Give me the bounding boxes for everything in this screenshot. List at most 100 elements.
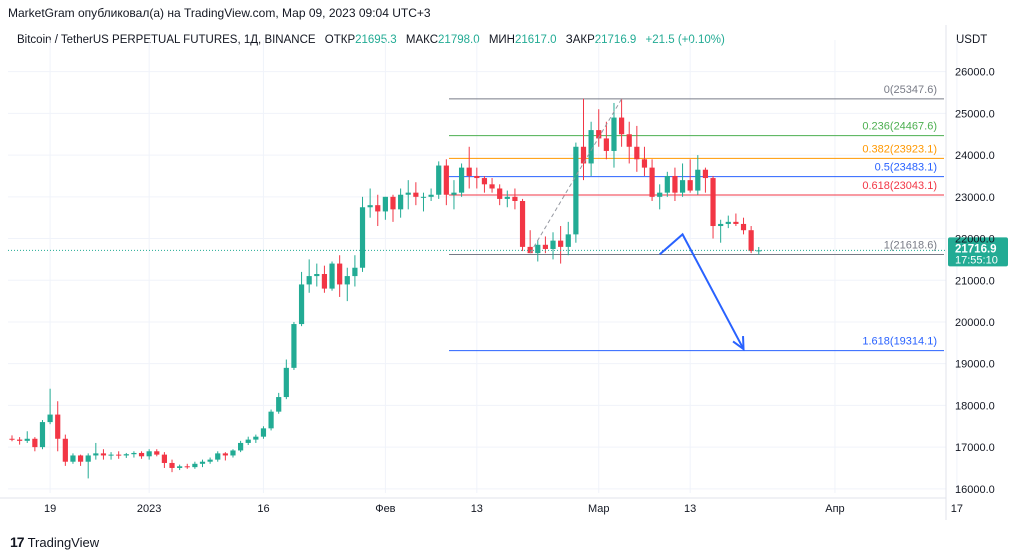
fib-level-label: 1.618(19314.1)	[862, 336, 937, 348]
close-value: 21716.9	[594, 34, 637, 46]
candle-body	[314, 274, 320, 277]
candle-body	[306, 276, 312, 285]
candle-body	[398, 194, 404, 210]
candle-body	[192, 463, 198, 468]
candle-body	[558, 240, 564, 247]
candle-body	[367, 205, 373, 208]
candle-body	[253, 436, 259, 440]
candle-body	[70, 455, 76, 462]
candle-body	[291, 324, 297, 368]
candle-body	[588, 130, 594, 164]
candle-body	[123, 454, 129, 456]
candle-body	[32, 438, 38, 448]
last-price-badge	[948, 237, 1008, 267]
change-value: +21.5 (+0.10%)	[645, 34, 725, 46]
candle-body	[596, 130, 602, 139]
x-tick-label: 13	[471, 503, 483, 515]
candle-body	[458, 167, 465, 193]
candle-body	[550, 240, 556, 249]
candle-body	[260, 428, 267, 437]
candle-body	[184, 466, 190, 468]
symbol-legend: Bitcoin / TetherUS PERPETUAL FUTURES, 1Д…	[17, 34, 725, 46]
y-tick-label: 22000.0	[955, 234, 995, 246]
y-tick-label: 20000.0	[955, 317, 995, 329]
x-tick-label: 19	[44, 503, 56, 515]
y-tick-label: 19000.0	[955, 359, 995, 371]
candle-body	[146, 451, 152, 457]
tradingview-logo-icon: 17	[10, 534, 25, 550]
candle-body	[474, 175, 480, 179]
candle-body	[748, 230, 754, 252]
candle-body	[718, 223, 724, 227]
x-tick-label: 17	[951, 503, 963, 515]
high-label: МАКС	[405, 34, 439, 46]
candle-body	[443, 165, 449, 195]
candle-body	[413, 192, 419, 197]
y-tick-label: 17000.0	[955, 442, 995, 454]
candle-body	[337, 263, 343, 285]
candle-body	[725, 221, 731, 224]
candle-body	[352, 267, 358, 277]
candle-body	[24, 438, 30, 441]
candle-body	[634, 146, 640, 160]
candle-body	[199, 461, 206, 464]
x-tick-label: 16	[257, 503, 269, 515]
candle-body	[497, 188, 503, 199]
candle-body	[405, 192, 411, 195]
brand-name: TradingView	[27, 534, 100, 550]
open-label: ОТКР	[324, 34, 356, 46]
publish-header: MarketGram опубликовал(а) на TradingView…	[8, 6, 431, 20]
y-tick-label: 24000.0	[955, 150, 995, 162]
candle-body	[641, 159, 648, 168]
candle-body	[519, 201, 526, 247]
candle-body	[702, 169, 709, 179]
y-tick-label: 23000.0	[955, 192, 995, 204]
candle-body	[238, 442, 244, 451]
candle-body	[573, 146, 579, 235]
candle-body	[39, 422, 46, 448]
candle-body	[619, 117, 625, 135]
footer-brand: 17 TradingView	[10, 534, 99, 550]
candle-body	[466, 167, 472, 176]
bar-countdown: 17:55:10	[955, 254, 998, 266]
candle-body	[207, 459, 213, 462]
candle-body	[695, 169, 701, 191]
candle-body	[733, 221, 739, 224]
candle-body	[535, 244, 541, 254]
candle-body	[329, 263, 335, 289]
high-value: 21798.0	[438, 34, 480, 46]
open-value: 21695.3	[355, 34, 397, 46]
candle-body	[649, 167, 655, 197]
x-tick-label: 13	[684, 503, 696, 515]
candle-body	[390, 196, 396, 210]
candle-body	[108, 454, 114, 456]
candle-body	[177, 466, 183, 468]
y-tick-label: 26000.0	[955, 67, 995, 79]
y-tick-label: 16000.0	[955, 484, 995, 496]
candle-body	[672, 175, 678, 193]
candle-body	[222, 453, 228, 456]
candle-body	[276, 397, 282, 412]
candle-body	[580, 146, 587, 164]
low-value: 21617.0	[514, 34, 557, 46]
candle-body	[428, 194, 434, 197]
candle-body	[283, 367, 289, 398]
fib-level-label: 1(21618.6)	[884, 239, 937, 251]
candle-body	[740, 223, 747, 231]
candle-body	[504, 196, 510, 199]
candle-body	[85, 455, 91, 462]
y-tick-label: 25000.0	[955, 108, 995, 120]
candle-body	[268, 411, 274, 429]
candle-body	[245, 439, 251, 443]
low-label: МИН	[488, 34, 515, 46]
fib-level-label: 0.236(24467.6)	[862, 121, 937, 133]
candle-body	[489, 184, 495, 189]
candle-body	[481, 178, 488, 185]
candle-body	[100, 453, 107, 456]
candle-body	[626, 134, 632, 147]
candle-body	[687, 180, 693, 191]
candle-body	[611, 117, 617, 151]
candle-body	[542, 244, 548, 249]
candle-body	[359, 207, 366, 268]
